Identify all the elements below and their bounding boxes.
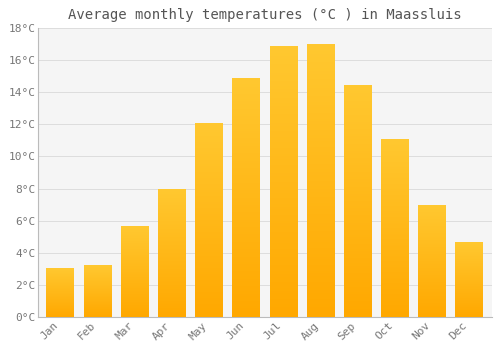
Title: Average monthly temperatures (°C ) in Maassluis: Average monthly temperatures (°C ) in Ma… bbox=[68, 8, 462, 22]
